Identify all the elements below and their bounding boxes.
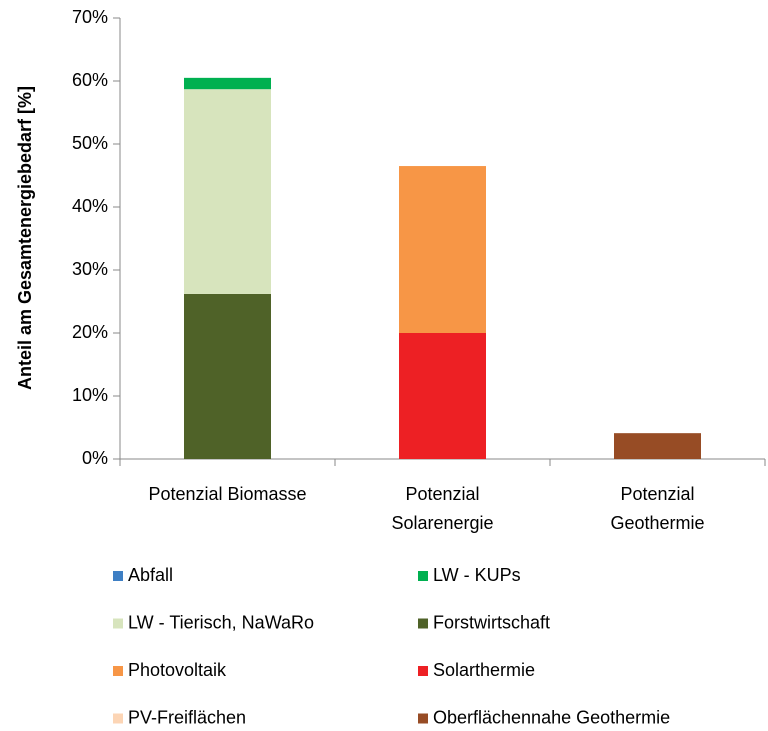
bar-segment xyxy=(184,77,271,90)
y-tick-label: 50% xyxy=(72,133,108,153)
bar-segment xyxy=(184,293,271,459)
legend-label: Forstwirtschaft xyxy=(433,612,550,632)
y-tick-label: 0% xyxy=(82,448,108,468)
x-tick-label: Potenzial Solarenergie xyxy=(391,484,493,533)
legend-swatch xyxy=(113,666,123,676)
legend-swatch xyxy=(418,571,428,581)
legend-swatch xyxy=(113,618,123,629)
y-axis-title: Anteil am Gesamtenergiebedarf [%] xyxy=(15,86,35,390)
legend-label: Photovoltaik xyxy=(128,660,227,680)
legend-swatch xyxy=(113,713,123,724)
y-tick-label: 20% xyxy=(72,322,108,342)
legend-label: LW - Tierisch, NaWaRo xyxy=(128,612,314,632)
bar-segment xyxy=(614,433,701,459)
bar-segment xyxy=(399,333,486,459)
legend-swatch xyxy=(113,571,123,581)
y-tick-label: 60% xyxy=(72,70,108,90)
bar-segment xyxy=(399,166,486,333)
legend-label: LW - KUPs xyxy=(433,565,521,585)
x-tick-label: Potenzial Biomasse xyxy=(148,484,306,504)
legend-swatch xyxy=(418,618,428,629)
legend-label: PV-Freiflächen xyxy=(128,707,246,727)
y-tick-label: 40% xyxy=(72,196,108,216)
bar-segment xyxy=(184,89,271,294)
y-tick-label: 30% xyxy=(72,259,108,279)
legend-label: Oberflächennahe Geothermie xyxy=(433,707,670,727)
y-tick-label: 70% xyxy=(72,7,108,27)
legend-label: Abfall xyxy=(128,565,173,585)
legend-swatch xyxy=(418,666,428,676)
y-tick-label: 10% xyxy=(72,385,108,405)
x-tick-label: Potenzial Geothermie xyxy=(610,484,704,533)
legend-swatch xyxy=(418,713,428,724)
legend-label: Solarthermie xyxy=(433,660,535,680)
